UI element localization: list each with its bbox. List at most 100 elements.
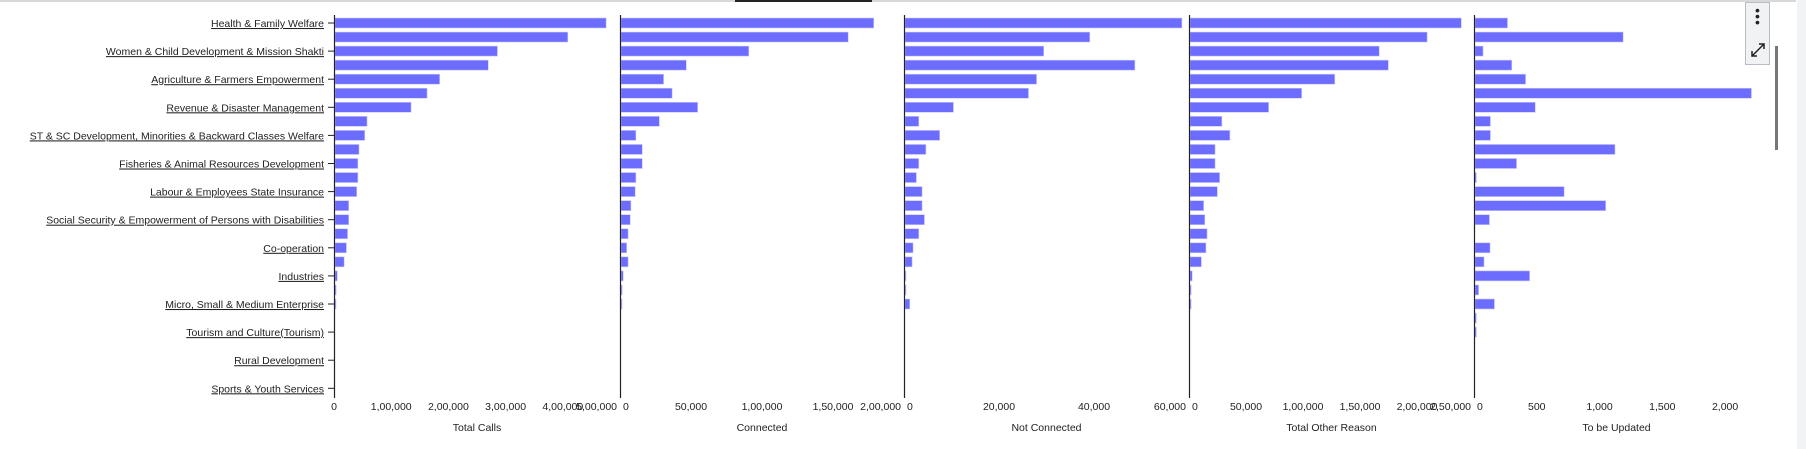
bar-not-connected[interactable] xyxy=(904,200,923,211)
bar-to-be-updated[interactable] xyxy=(1474,73,1526,85)
bar-to-be-updated[interactable] xyxy=(1474,326,1477,338)
bar-to-be-updated[interactable] xyxy=(1474,130,1491,141)
bar-to-be-updated[interactable] xyxy=(1474,200,1606,211)
category-label[interactable]: Sports & Youth Services xyxy=(211,383,324,395)
bar-total-other-reason[interactable] xyxy=(1189,116,1223,127)
bar-not-connected[interactable] xyxy=(904,256,913,268)
bar-total-other-reason[interactable] xyxy=(1189,102,1269,113)
bar-total-calls[interactable] xyxy=(334,284,337,296)
bar-to-be-updated[interactable] xyxy=(1474,312,1477,324)
bar-total-other-reason[interactable] xyxy=(1189,256,1202,268)
bar-total-calls[interactable] xyxy=(334,144,360,155)
bar-total-calls[interactable] xyxy=(334,116,368,127)
bar-not-connected[interactable] xyxy=(904,270,907,282)
bar-total-calls[interactable] xyxy=(334,214,350,225)
bar-total-calls[interactable] xyxy=(334,102,412,113)
vertical-scrollbar[interactable] xyxy=(1775,46,1778,150)
bar-not-connected[interactable] xyxy=(904,17,1183,29)
bar-total-calls[interactable] xyxy=(334,45,498,57)
bar-total-other-reason[interactable] xyxy=(1189,17,1462,29)
bar-connected[interactable] xyxy=(620,200,632,211)
category-label[interactable]: Fisheries & Animal Resources Development xyxy=(119,159,324,171)
bar-total-other-reason[interactable] xyxy=(1189,144,1216,155)
bar-total-other-reason[interactable] xyxy=(1189,59,1389,71)
bar-total-other-reason[interactable] xyxy=(1189,228,1208,240)
bar-connected[interactable] xyxy=(620,45,750,57)
category-label[interactable]: Labour & Employees State Insurance xyxy=(150,187,324,199)
category-label[interactable]: Micro, Small & Medium Enterprise xyxy=(165,299,324,311)
bar-connected[interactable] xyxy=(620,17,875,29)
bar-to-be-updated[interactable] xyxy=(1474,256,1485,268)
bar-total-other-reason[interactable] xyxy=(1189,73,1336,85)
bar-total-other-reason[interactable] xyxy=(1189,130,1231,141)
bar-to-be-updated[interactable] xyxy=(1474,45,1484,57)
bar-not-connected[interactable] xyxy=(904,172,917,183)
bar-connected[interactable] xyxy=(620,284,623,296)
bar-total-calls[interactable] xyxy=(334,256,345,268)
category-label[interactable]: Health & Family Welfare xyxy=(211,18,324,30)
bar-total-calls[interactable] xyxy=(334,87,428,99)
bar-not-connected[interactable] xyxy=(904,45,1044,57)
bar-total-calls[interactable] xyxy=(334,270,338,282)
bar-connected[interactable] xyxy=(620,242,627,254)
bar-to-be-updated[interactable] xyxy=(1474,242,1491,254)
bar-not-connected[interactable] xyxy=(904,284,907,296)
bar-total-calls[interactable] xyxy=(334,186,358,197)
bar-to-be-updated[interactable] xyxy=(1474,186,1565,197)
bar-total-calls[interactable] xyxy=(334,242,347,254)
bar-to-be-updated[interactable] xyxy=(1474,270,1530,282)
bar-total-other-reason[interactable] xyxy=(1189,284,1192,296)
bar-total-calls[interactable] xyxy=(334,298,337,310)
bar-connected[interactable] xyxy=(620,214,631,225)
bar-total-calls[interactable] xyxy=(334,73,440,85)
bar-total-other-reason[interactable] xyxy=(1189,31,1428,43)
bar-total-calls[interactable] xyxy=(334,200,350,211)
bar-to-be-updated[interactable] xyxy=(1474,214,1490,225)
bar-connected[interactable] xyxy=(620,298,623,310)
category-label[interactable]: Tourism and Culture(Tourism) xyxy=(186,327,324,339)
bar-to-be-updated[interactable] xyxy=(1474,144,1616,155)
bar-not-connected[interactable] xyxy=(904,158,920,169)
bar-to-be-updated[interactable] xyxy=(1474,284,1479,296)
bar-connected[interactable] xyxy=(620,228,629,240)
bar-total-other-reason[interactable] xyxy=(1189,270,1193,282)
bar-connected[interactable] xyxy=(620,59,687,71)
bar-not-connected[interactable] xyxy=(904,242,914,254)
bar-connected[interactable] xyxy=(620,116,660,127)
bar-total-other-reason[interactable] xyxy=(1189,200,1204,211)
bar-total-other-reason[interactable] xyxy=(1189,172,1220,183)
bar-total-other-reason[interactable] xyxy=(1189,242,1207,254)
bar-total-calls[interactable] xyxy=(334,228,348,240)
bar-not-connected[interactable] xyxy=(904,130,940,141)
bar-to-be-updated[interactable] xyxy=(1474,172,1477,183)
bar-to-be-updated[interactable] xyxy=(1474,298,1495,310)
bar-to-be-updated[interactable] xyxy=(1474,102,1536,113)
bar-connected[interactable] xyxy=(620,186,636,197)
bar-not-connected[interactable] xyxy=(904,116,920,127)
bar-to-be-updated[interactable] xyxy=(1474,59,1513,71)
bar-connected[interactable] xyxy=(620,256,629,268)
bar-total-calls[interactable] xyxy=(334,158,359,169)
bar-to-be-updated[interactable] xyxy=(1474,17,1508,29)
bar-connected[interactable] xyxy=(620,172,637,183)
more-options-icon[interactable]: • • • xyxy=(1755,2,1760,30)
bar-connected[interactable] xyxy=(620,158,643,169)
bar-connected[interactable] xyxy=(620,31,849,43)
bar-not-connected[interactable] xyxy=(904,298,911,310)
bar-not-connected[interactable] xyxy=(904,186,923,197)
bar-total-other-reason[interactable] xyxy=(1189,158,1216,169)
bar-total-calls[interactable] xyxy=(334,172,359,183)
bar-total-other-reason[interactable] xyxy=(1189,186,1218,197)
bar-connected[interactable] xyxy=(620,73,664,85)
bar-to-be-updated[interactable] xyxy=(1474,87,1752,99)
bar-connected[interactable] xyxy=(620,144,643,155)
bar-total-other-reason[interactable] xyxy=(1189,298,1192,310)
bar-total-other-reason[interactable] xyxy=(1189,214,1206,225)
bar-total-calls[interactable] xyxy=(334,59,489,71)
bar-connected[interactable] xyxy=(620,87,673,99)
bar-connected[interactable] xyxy=(620,102,698,113)
bar-to-be-updated[interactable] xyxy=(1474,158,1517,169)
category-label[interactable]: Women & Child Development & Mission Shak… xyxy=(106,46,324,58)
bar-total-calls[interactable] xyxy=(334,17,607,29)
category-label[interactable]: Co-operation xyxy=(263,243,324,255)
